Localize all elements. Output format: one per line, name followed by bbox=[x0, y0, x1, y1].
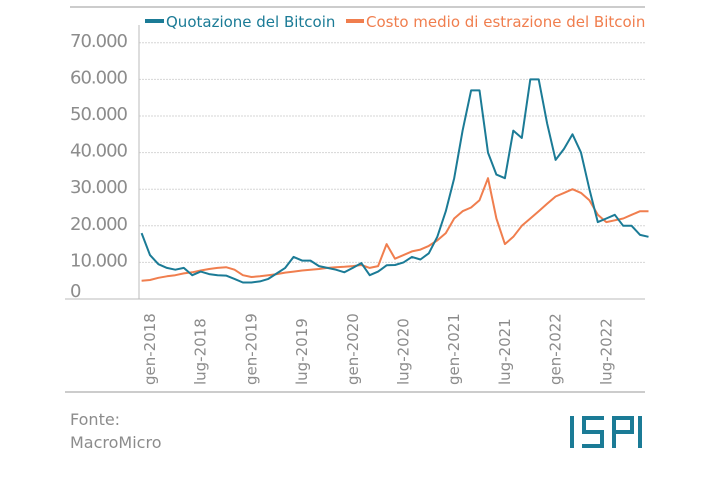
y-tick-label: 0 bbox=[70, 281, 81, 302]
x-tick-label: gen-2018 bbox=[141, 313, 159, 385]
ispi-logo bbox=[570, 416, 642, 448]
y-tick-label: 10.000 bbox=[70, 250, 128, 271]
y-tick-label: 60.000 bbox=[70, 67, 128, 88]
x-tick-label: gen-2020 bbox=[344, 313, 362, 385]
source-label: Fonte: bbox=[70, 410, 121, 429]
legend-label-cost: Costo medio di estrazione del Bitcoin bbox=[366, 13, 645, 31]
x-tick-label: gen-2019 bbox=[242, 313, 260, 385]
x-tick-label: lug-2022 bbox=[597, 318, 615, 385]
legend-label-price: Quotazione del Bitcoin bbox=[166, 13, 335, 31]
source-name: MacroMicro bbox=[70, 433, 162, 452]
y-tick-label: 50.000 bbox=[70, 104, 128, 125]
legend: Quotazione del Bitcoin Costo medio di es… bbox=[145, 13, 645, 31]
x-tick-label: lug-2019 bbox=[293, 318, 311, 385]
x-tick-label: gen-2022 bbox=[547, 313, 565, 385]
x-tick-label: gen-2021 bbox=[445, 313, 463, 385]
x-tick-label: lug-2018 bbox=[192, 318, 210, 385]
series-line-price bbox=[140, 78, 649, 284]
y-tick-label: 20.000 bbox=[70, 214, 128, 235]
x-tick-label: lug-2020 bbox=[395, 318, 413, 385]
series-line-cost bbox=[141, 177, 649, 282]
y-tick-label: 30.000 bbox=[70, 177, 128, 198]
y-tick-label: 40.000 bbox=[70, 141, 128, 162]
y-tick-label: 70.000 bbox=[70, 31, 128, 52]
x-tick-label: lug-2021 bbox=[496, 318, 514, 385]
